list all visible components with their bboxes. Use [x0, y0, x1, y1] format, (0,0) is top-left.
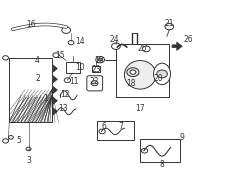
FancyArrowPatch shape: [53, 65, 57, 72]
Text: 6: 6: [101, 122, 106, 131]
Ellipse shape: [124, 60, 156, 89]
Circle shape: [26, 147, 31, 151]
Bar: [97, 121, 134, 140]
Text: 16: 16: [26, 20, 36, 29]
Text: 22: 22: [89, 77, 99, 86]
Circle shape: [9, 136, 13, 139]
Circle shape: [91, 81, 98, 86]
Text: 8: 8: [160, 160, 164, 169]
Ellipse shape: [153, 63, 171, 85]
Circle shape: [142, 46, 150, 52]
Text: 17: 17: [135, 104, 145, 113]
FancyArrowPatch shape: [53, 76, 57, 83]
Circle shape: [68, 40, 74, 45]
Text: 1: 1: [43, 94, 48, 103]
Text: 11: 11: [69, 77, 78, 86]
Circle shape: [98, 58, 102, 61]
Text: 26: 26: [184, 35, 193, 44]
Bar: [140, 139, 180, 162]
Text: 2: 2: [36, 74, 41, 83]
Circle shape: [165, 23, 174, 30]
Circle shape: [53, 53, 59, 57]
Text: 19: 19: [94, 56, 104, 65]
Text: 14: 14: [75, 37, 84, 46]
Circle shape: [3, 56, 9, 60]
FancyBboxPatch shape: [87, 76, 102, 91]
Text: 12: 12: [60, 90, 70, 99]
Text: 18: 18: [126, 79, 135, 88]
Text: 15: 15: [55, 51, 65, 60]
Circle shape: [127, 68, 139, 77]
Text: 5: 5: [16, 136, 21, 145]
Bar: [116, 44, 169, 97]
Text: 23: 23: [92, 65, 101, 74]
Circle shape: [157, 70, 167, 78]
Text: 20: 20: [153, 74, 163, 83]
Circle shape: [142, 148, 148, 153]
Text: 24: 24: [110, 35, 120, 44]
FancyArrowPatch shape: [53, 108, 57, 115]
Text: 9: 9: [179, 133, 184, 142]
Text: 4: 4: [35, 56, 40, 65]
Circle shape: [99, 129, 105, 134]
Bar: [9, 58, 52, 122]
Text: 3: 3: [26, 156, 31, 165]
Text: 7: 7: [118, 122, 123, 131]
Text: +: +: [26, 147, 31, 152]
Circle shape: [64, 78, 71, 82]
Circle shape: [62, 27, 71, 33]
Circle shape: [130, 70, 136, 74]
Text: 13: 13: [58, 104, 67, 113]
FancyArrowPatch shape: [53, 87, 57, 93]
Bar: [66, 62, 80, 73]
Circle shape: [3, 139, 9, 143]
Circle shape: [112, 43, 120, 50]
Circle shape: [96, 56, 104, 63]
Text: 10: 10: [75, 63, 84, 72]
FancyArrowPatch shape: [53, 97, 57, 104]
Text: 21: 21: [164, 19, 174, 28]
FancyArrowPatch shape: [172, 42, 182, 50]
Text: 25: 25: [138, 44, 147, 53]
Bar: [92, 66, 100, 72]
